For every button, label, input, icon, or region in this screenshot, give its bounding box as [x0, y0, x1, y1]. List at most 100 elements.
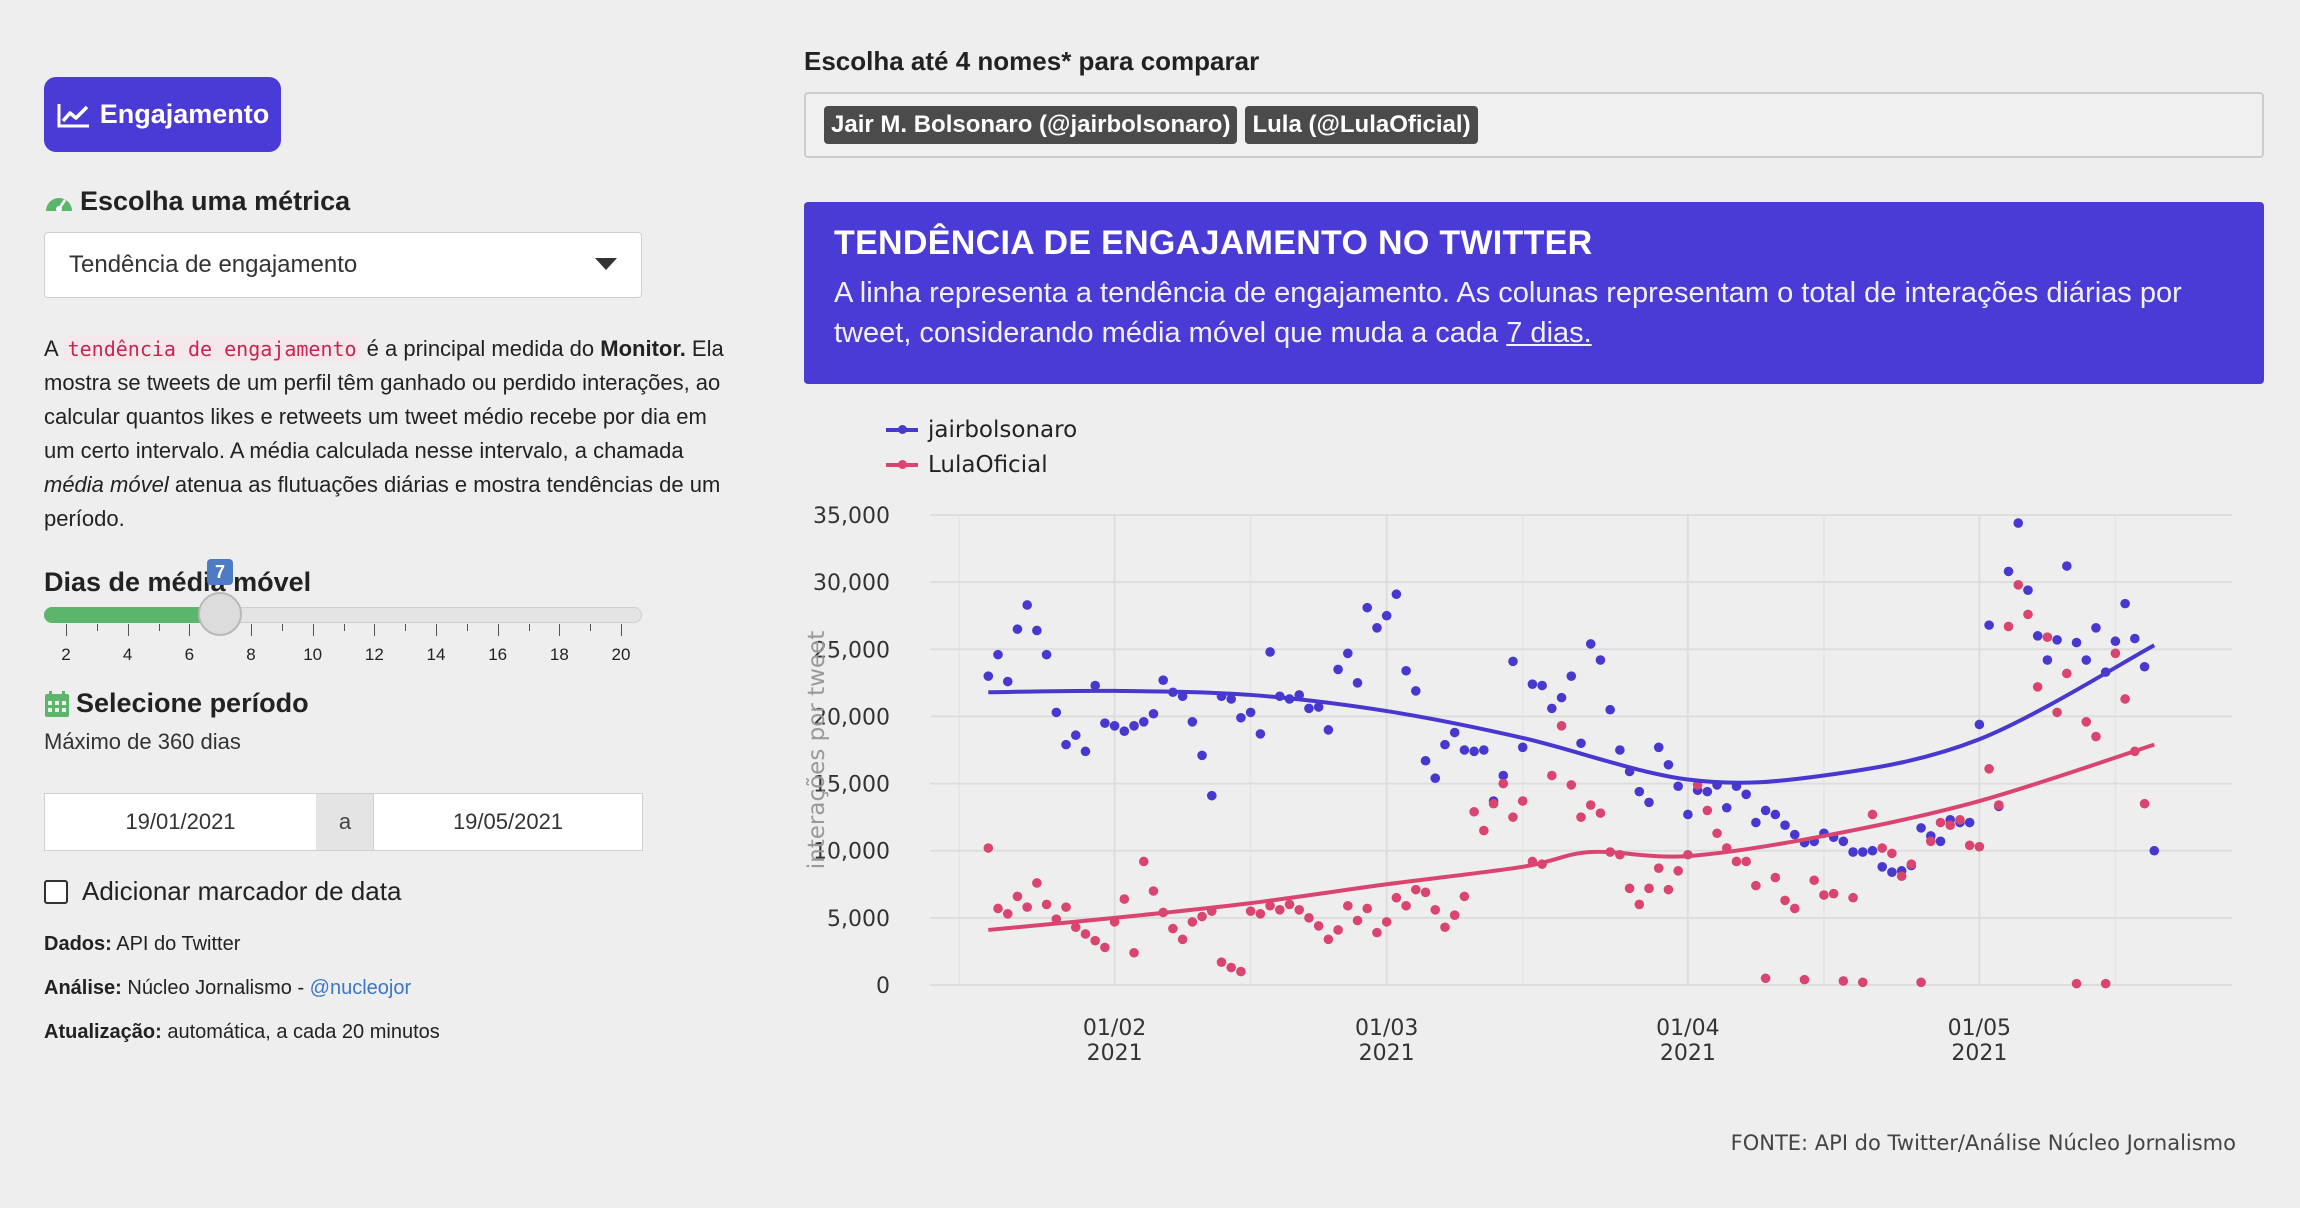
- y-tick-label: 35,000: [813, 504, 890, 529]
- data-point-jairbolsonaro: [1304, 703, 1314, 714]
- data-point-LulaOficial: [1313, 921, 1324, 931]
- metric-selected-value: Tendência de engajamento: [69, 251, 358, 278]
- data-point-jairbolsonaro: [1090, 680, 1100, 691]
- data-point-jairbolsonaro: [1838, 836, 1849, 847]
- data-point-LulaOficial: [2120, 694, 2130, 704]
- data-point-LulaOficial: [1624, 883, 1635, 894]
- data-point-LulaOficial: [1479, 825, 1489, 836]
- line-chart-icon: [57, 103, 89, 127]
- data-point-LulaOficial: [1430, 905, 1441, 915]
- compare-multiselect[interactable]: Jair M. Bolsonaro (@jairbolsonaro) Lula …: [804, 92, 2264, 158]
- legend-label-lula: LulaOficial: [928, 451, 1048, 478]
- data-point-LulaOficial: [1702, 805, 1713, 816]
- data-label: Dados:: [44, 933, 112, 955]
- data-point-LulaOficial: [1741, 856, 1751, 867]
- data-point-LulaOficial: [1265, 900, 1275, 911]
- metric-section-title: Escolha uma métrica: [44, 186, 350, 217]
- slider-tick-label: 4: [122, 645, 133, 664]
- data-point-LulaOficial: [2091, 731, 2101, 742]
- data-point-jairbolsonaro: [1313, 702, 1324, 712]
- data-point-LulaOficial: [1809, 875, 1819, 886]
- nucleojor-link[interactable]: @nucleojor: [309, 977, 412, 999]
- desc-prefix: A: [44, 336, 64, 361]
- data-point-jairbolsonaro: [1887, 867, 1897, 877]
- data-point-jairbolsonaro: [1760, 805, 1771, 816]
- data-point-LulaOficial: [1148, 886, 1159, 896]
- engagement-nav-button[interactable]: Engajamento: [44, 77, 281, 152]
- data-point-LulaOficial: [1177, 934, 1188, 945]
- data-point-jairbolsonaro: [1566, 671, 1577, 681]
- date-marker-option[interactable]: Adicionar marcador de data: [44, 876, 401, 907]
- data-point-jairbolsonaro: [1469, 746, 1479, 757]
- data-point-LulaOficial: [1362, 903, 1373, 914]
- data-point-jairbolsonaro: [1848, 847, 1858, 857]
- y-tick-label: 10,000: [813, 840, 890, 865]
- data-point-LulaOficial: [2032, 682, 2043, 692]
- slider-fill: [44, 607, 220, 623]
- data-point-jairbolsonaro: [1012, 624, 1023, 634]
- data-point-jairbolsonaro: [1352, 678, 1363, 688]
- data-point-LulaOficial: [1197, 911, 1207, 922]
- legend-item-lula[interactable]: LulaOficial: [886, 447, 1077, 482]
- data-point-LulaOficial: [2013, 580, 2024, 590]
- period-title-text: Selecione período: [76, 688, 309, 718]
- data-point-LulaOficial: [1002, 909, 1013, 919]
- legend-item-bolsonaro[interactable]: jairbolsonaro: [886, 412, 1077, 447]
- data-point-LulaOficial: [1867, 809, 1878, 820]
- data-point-jairbolsonaro: [1411, 686, 1421, 696]
- data-point-LulaOficial: [1323, 934, 1334, 945]
- data-point-jairbolsonaro: [1935, 836, 1946, 847]
- data-point-LulaOficial: [1964, 840, 1975, 851]
- data-point-jairbolsonaro: [1100, 718, 1110, 728]
- data-point-jairbolsonaro: [983, 671, 994, 681]
- data-point-LulaOficial: [1780, 895, 1790, 906]
- date-end-input[interactable]: 19/05/2021: [373, 793, 643, 851]
- data-point-LulaOficial: [1372, 927, 1382, 938]
- data-point-LulaOficial: [1877, 843, 1888, 853]
- data-point-jairbolsonaro: [1751, 817, 1761, 828]
- data-point-LulaOficial: [1411, 884, 1421, 895]
- banner-link[interactable]: 7 dias.: [1506, 317, 1592, 349]
- data-point-LulaOficial: [993, 903, 1003, 914]
- data-point-LulaOficial: [1381, 917, 1392, 927]
- data-point-LulaOficial: [1994, 800, 2004, 810]
- date-marker-checkbox[interactable]: [44, 879, 68, 904]
- data-point-LulaOficial: [1090, 935, 1100, 946]
- data-point-jairbolsonaro: [1527, 679, 1538, 689]
- data-point-jairbolsonaro: [1702, 786, 1713, 797]
- data-point-LulaOficial: [1041, 899, 1052, 910]
- slider-tick: [312, 624, 314, 636]
- desc-italic: média móvel: [44, 472, 169, 497]
- data-point-LulaOficial: [1100, 942, 1110, 953]
- slider-tick: [436, 624, 437, 636]
- data-point-LulaOficial: [1789, 903, 1800, 914]
- data-point-jairbolsonaro: [993, 649, 1003, 660]
- chip-lula[interactable]: Lula (@LulaOficial): [1245, 106, 1478, 144]
- data-point-LulaOficial: [1595, 808, 1606, 818]
- data-point-LulaOficial: [1585, 800, 1596, 810]
- update-line: Atualização: automática, a cada 20 minut…: [44, 1021, 440, 1044]
- data-point-jairbolsonaro: [1372, 623, 1382, 633]
- slider-handle[interactable]: [198, 592, 242, 636]
- data-point-jairbolsonaro: [1401, 665, 1411, 676]
- chip-bolsonaro[interactable]: Jair M. Bolsonaro (@jairbolsonaro): [824, 106, 1238, 144]
- y-tick-label: 25,000: [813, 638, 890, 663]
- data-point-LulaOficial: [1236, 966, 1246, 977]
- data-point-jairbolsonaro: [2120, 598, 2130, 609]
- data-point-LulaOficial: [1070, 922, 1081, 933]
- data-point-jairbolsonaro: [1080, 746, 1091, 757]
- data-point-LulaOficial: [1945, 820, 1956, 830]
- metric-select[interactable]: Tendência de engajamento: [44, 232, 642, 298]
- date-start-input[interactable]: 19/01/2021: [44, 793, 317, 851]
- data-point-jairbolsonaro: [1148, 708, 1159, 719]
- data-point-jairbolsonaro: [1537, 680, 1547, 691]
- data-point-jairbolsonaro: [1517, 742, 1528, 753]
- data-point-jairbolsonaro: [2110, 636, 2121, 647]
- update-value: automática, a cada 20 minutos: [161, 1021, 440, 1043]
- data-point-LulaOficial: [2139, 798, 2150, 809]
- data-point-LulaOficial: [1469, 806, 1479, 817]
- data-point-jairbolsonaro: [1391, 589, 1402, 600]
- slider-tick-label: 12: [364, 645, 384, 664]
- banner-text: A linha representa a tendência de engaja…: [834, 273, 2234, 353]
- metric-description: A tendência de engajamento é a principal…: [44, 332, 734, 536]
